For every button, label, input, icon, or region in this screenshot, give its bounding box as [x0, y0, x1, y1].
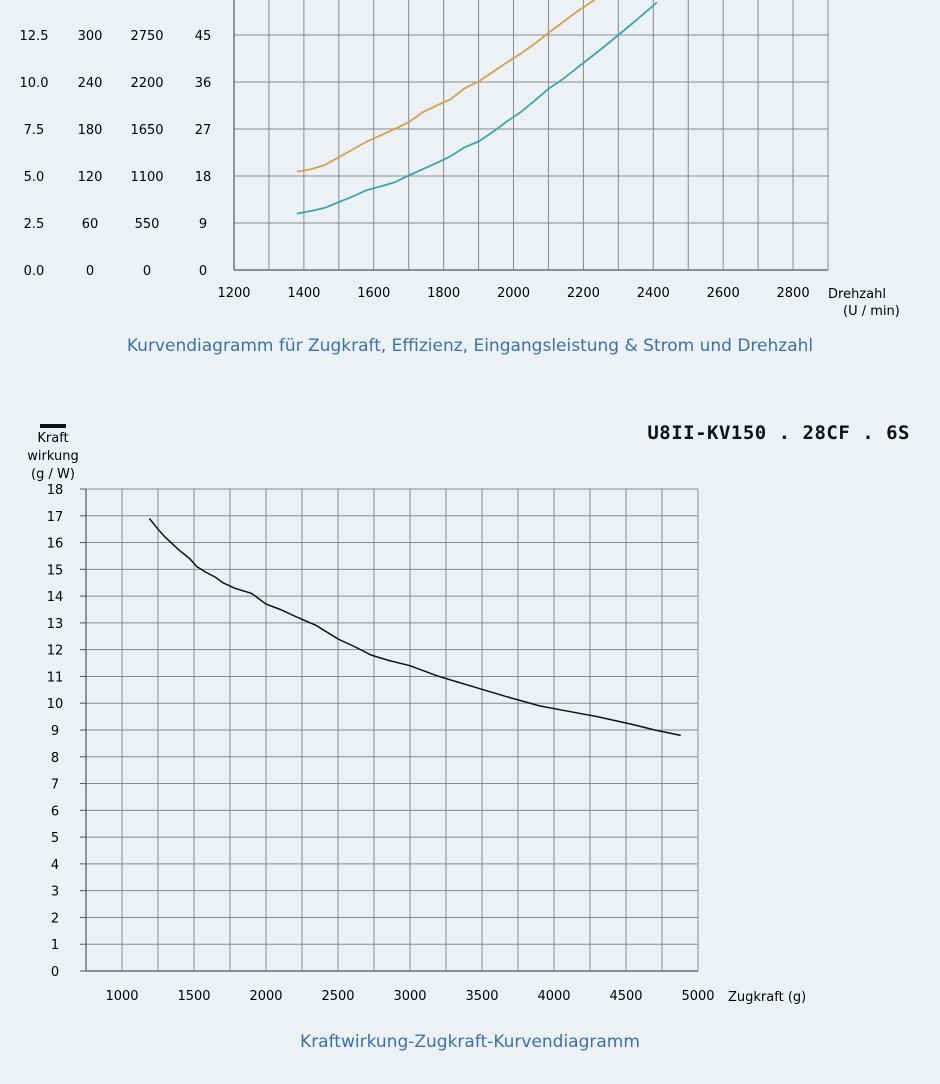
x-tick-label: 3500	[465, 989, 498, 1004]
y-tick-label: 2.5	[24, 217, 45, 232]
y-tick-label: 10	[47, 697, 64, 712]
y-tick-label: 16	[47, 537, 64, 552]
x-tick-label: 2400	[637, 286, 670, 301]
x-tick-label: 2000	[497, 286, 530, 301]
x-tick-label: 1200	[217, 286, 250, 301]
x-tick-label: 1600	[357, 286, 390, 301]
y-tick-label: 9	[199, 217, 207, 232]
y-tick-label: 0	[86, 264, 94, 279]
x-tick-label: 1800	[427, 286, 460, 301]
y-tick-label: 2	[51, 911, 59, 926]
y-tick-label: 550	[135, 217, 160, 232]
y-tick-label: 0	[143, 264, 151, 279]
y-tick-label: 15	[47, 563, 64, 578]
x-tick-label: 1000	[105, 989, 138, 1004]
y-tick-label: 18	[47, 483, 64, 498]
x-axis-unit: (U / min)	[843, 304, 900, 319]
y-tick-label: 7	[51, 778, 59, 793]
y-tick-label: 5	[51, 831, 59, 846]
x-axis-label: Zugkraft (g)	[728, 990, 806, 1005]
x-tick-label: 2000	[249, 989, 282, 1004]
y-tick-label: 5.0	[24, 170, 45, 185]
y-tick-label: 36	[195, 76, 212, 91]
y-tick-label: 0.0	[24, 264, 45, 279]
y-tick-label: 180	[78, 123, 103, 138]
series-line-1	[296, 0, 597, 173]
y-tick-label: 2750	[130, 29, 163, 44]
rpm-chart-caption: Kurvendiagramm für Zugkraft, Effizienz, …	[126, 336, 814, 356]
x-axis-label: Drehzahl	[828, 287, 886, 302]
y-tick-label: 120	[78, 170, 103, 185]
y-tick-label: 6	[51, 804, 59, 819]
y-tick-label: 300	[78, 29, 103, 44]
x-tick-label: 2600	[707, 286, 740, 301]
y-tick-label: 1	[51, 938, 59, 953]
y-tick-label: 18	[195, 170, 212, 185]
y-tick-label: 14	[47, 590, 64, 605]
y-tick-label: 8	[51, 751, 59, 766]
y-tick-label: 11	[47, 670, 64, 685]
x-tick-label: 1400	[287, 286, 320, 301]
y-tick-label: 4	[51, 858, 59, 873]
efficiency-chart-caption: Kraftwirkung-Zugkraft-Kurvendiagramm	[300, 1032, 640, 1052]
y-tick-label: 2200	[130, 76, 163, 91]
y-tick-label: 0	[51, 965, 59, 980]
x-tick-label: 2500	[321, 989, 354, 1004]
y-tick-label: 17	[47, 510, 64, 525]
y-tick-label: 60	[82, 217, 99, 232]
y-tick-label: 10.0	[20, 76, 49, 91]
y-tick-label: 27	[195, 123, 212, 138]
y-axis-label-1: Kraft	[37, 431, 68, 446]
x-tick-label: 2200	[567, 286, 600, 301]
x-tick-label: 5000	[681, 989, 714, 1004]
series-line-2	[296, 1, 658, 215]
y-axis-label-3: (g / W)	[31, 467, 75, 482]
y-tick-label: 240	[78, 76, 103, 91]
y-tick-label: 12.5	[20, 29, 49, 44]
model-label: U8II-KV150 . 28CF . 6S	[647, 422, 910, 444]
x-tick-label: 4500	[609, 989, 642, 1004]
x-tick-label: 4000	[537, 989, 570, 1004]
y-tick-label: 12	[47, 644, 64, 659]
y-tick-label: 3	[51, 885, 59, 900]
y-tick-label: 0	[199, 264, 207, 279]
y-axis-label-2: wirkung	[27, 449, 78, 464]
x-tick-label: 1500	[177, 989, 210, 1004]
x-tick-label: 2800	[777, 286, 810, 301]
efficiency-line	[148, 518, 681, 737]
y-tick-label: 1100	[130, 170, 163, 185]
y-tick-label: 13	[47, 617, 64, 632]
ylabel-bar	[40, 424, 66, 428]
y-tick-label: 7.5	[24, 123, 45, 138]
rpm-curve-chart: 1200 1400 1600 1800 2000 2200 2400 2600 2800 Dreh…	[20, 0, 900, 319]
y-tick-label: 9	[51, 724, 59, 739]
x-tick-label: 3000	[393, 989, 426, 1004]
y-tick-label: 45	[195, 29, 212, 44]
y-tick-label: 1650	[130, 123, 163, 138]
